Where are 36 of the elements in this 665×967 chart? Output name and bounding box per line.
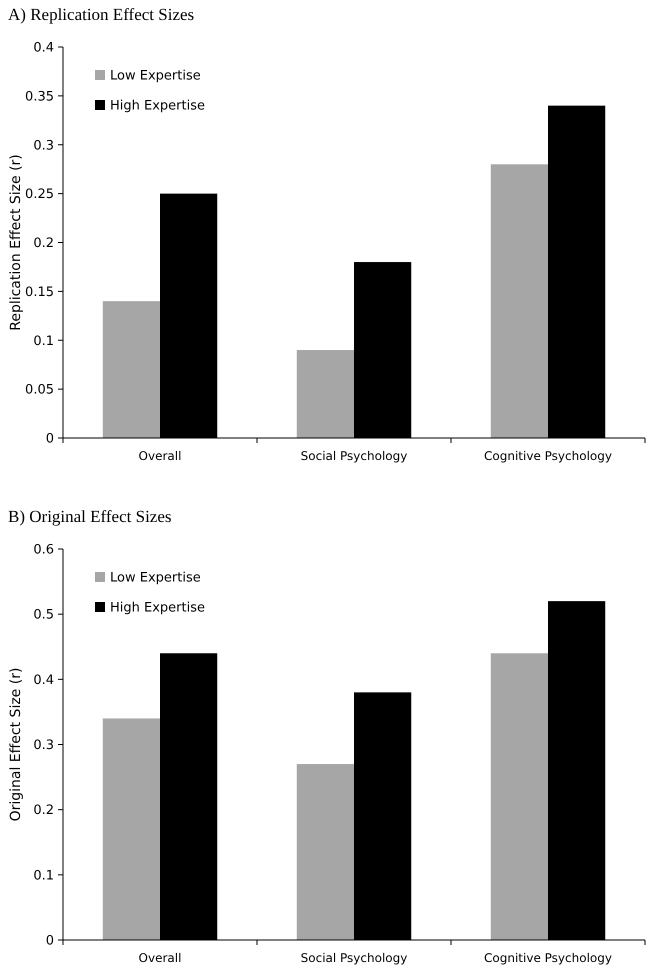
y-tick-label: 0.05: [25, 382, 54, 398]
y-tick-label: 0.4: [33, 672, 54, 688]
y-tick-label: 0.1: [33, 334, 54, 349]
x-tick-label: Cognitive Psychology: [484, 951, 612, 965]
x-tick-label: Overall: [138, 449, 182, 463]
bar: [102, 718, 160, 940]
y-axis-title: Replication Effect Size (r): [8, 154, 24, 331]
y-tick-label: 0.5: [33, 608, 54, 623]
bar: [102, 301, 160, 438]
x-tick-label: Cognitive Psychology: [484, 449, 612, 463]
y-tick-label: 0.25: [25, 187, 54, 202]
y-tick-label: 0.2: [33, 236, 54, 252]
chart-title: B) Original Effect Sizes: [8, 507, 172, 526]
x-tick-label: Social Psychology: [300, 449, 408, 463]
bar: [490, 653, 548, 940]
y-tick-label: 0.6: [33, 542, 54, 558]
y-tick-label: 0.1: [33, 868, 54, 884]
bar: [490, 164, 548, 438]
bar: [296, 350, 354, 438]
legend-label: High Expertise: [110, 98, 205, 114]
y-tick-label: 0.4: [33, 40, 54, 56]
y-tick-label: 0.15: [25, 284, 54, 300]
y-tick-label: 0.2: [33, 803, 54, 818]
y-axis-title: Original Effect Size (r): [8, 668, 24, 822]
legend-label: Low Expertise: [110, 68, 201, 84]
x-tick-label: Overall: [138, 951, 182, 965]
y-tick-label: 0.3: [33, 138, 54, 154]
y-tick-label: 0: [46, 432, 54, 447]
chart-title: A) Replication Effect Sizes: [8, 5, 194, 24]
y-tick-label: 0: [46, 934, 54, 949]
legend-label: Low Expertise: [110, 570, 201, 586]
y-tick-label: 0.3: [33, 738, 54, 754]
y-tick-label: 0.35: [25, 89, 54, 104]
x-tick-label: Social Psychology: [300, 951, 408, 965]
bar: [296, 764, 354, 940]
legend-label: High Expertise: [110, 600, 205, 616]
